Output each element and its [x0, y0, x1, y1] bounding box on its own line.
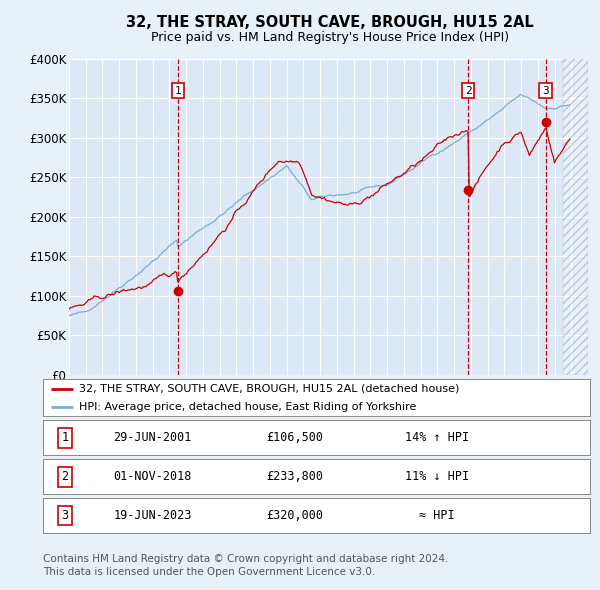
Text: £233,800: £233,800 [266, 470, 323, 483]
Text: 1: 1 [175, 86, 181, 96]
Text: 01-NOV-2018: 01-NOV-2018 [113, 470, 192, 483]
Text: £106,500: £106,500 [266, 431, 323, 444]
Bar [563, 59, 588, 375]
Text: 11% ↓ HPI: 11% ↓ HPI [405, 470, 469, 483]
Text: 2: 2 [62, 470, 68, 483]
Text: 1: 1 [62, 431, 68, 444]
Text: This data is licensed under the Open Government Licence v3.0.: This data is licensed under the Open Gov… [43, 568, 376, 577]
Text: 32, THE STRAY, SOUTH CAVE, BROUGH, HU15 2AL: 32, THE STRAY, SOUTH CAVE, BROUGH, HU15 … [126, 15, 534, 30]
Text: 3: 3 [62, 509, 68, 522]
Text: Contains HM Land Registry data © Crown copyright and database right 2024.: Contains HM Land Registry data © Crown c… [43, 555, 449, 564]
Text: HPI: Average price, detached house, East Riding of Yorkshire: HPI: Average price, detached house, East… [79, 402, 416, 412]
Text: Price paid vs. HM Land Registry's House Price Index (HPI): Price paid vs. HM Land Registry's House … [151, 31, 509, 44]
Text: 14% ↑ HPI: 14% ↑ HPI [405, 431, 469, 444]
Bar [563, 59, 588, 375]
Text: ≈ HPI: ≈ HPI [419, 509, 455, 522]
Text: 32, THE STRAY, SOUTH CAVE, BROUGH, HU15 2AL (detached house): 32, THE STRAY, SOUTH CAVE, BROUGH, HU15 … [79, 384, 459, 394]
Text: 29-JUN-2001: 29-JUN-2001 [113, 431, 192, 444]
Text: £320,000: £320,000 [266, 509, 323, 522]
Text: 19-JUN-2023: 19-JUN-2023 [113, 509, 192, 522]
Text: 3: 3 [542, 86, 549, 96]
Text: 2: 2 [464, 86, 472, 96]
